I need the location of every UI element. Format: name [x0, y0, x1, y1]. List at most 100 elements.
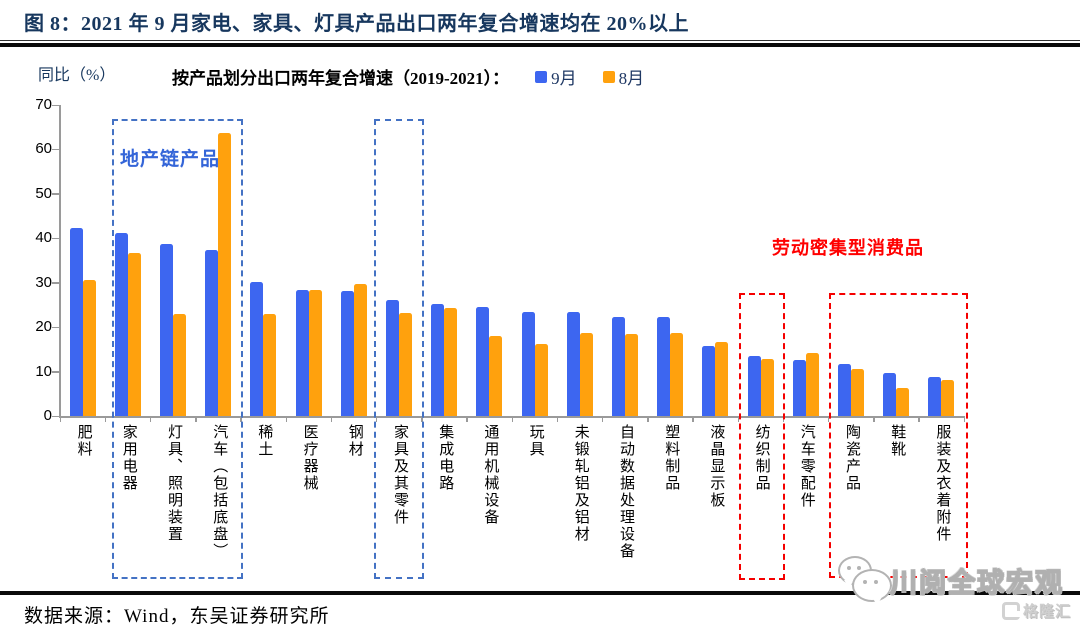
y-tick-mark — [52, 148, 59, 151]
x-tick-mark — [285, 417, 287, 422]
furniture-box — [374, 119, 424, 579]
bar-9月-灯具、照明装置 — [160, 243, 173, 416]
bar-8月-稀土 — [263, 313, 277, 416]
category-label: 医疗器械 — [301, 424, 318, 492]
x-tick-mark — [918, 417, 920, 422]
category-label: 肥料 — [75, 424, 92, 458]
bar-9月-钢材 — [340, 291, 354, 416]
category-label: 液晶显示板 — [708, 424, 725, 509]
category-label: 陶瓷产品 — [844, 424, 860, 492]
x-tick-mark — [737, 417, 739, 422]
chart-subtitle: 按产品划分出口两年复合增速（2019-2021）： — [172, 69, 510, 88]
bar-8月-家具及其零件 — [399, 312, 412, 416]
bar-8月-汽车（包括底盘） — [218, 133, 232, 416]
bar-9月-通用机械设备 — [476, 306, 490, 416]
wechat-icon — [836, 556, 892, 605]
category-label: 服装及衣着附件 — [934, 424, 951, 543]
category-label: 稀土 — [256, 424, 273, 458]
figure-title: 图 8：2021 年 9 月家电、家具、灯具产品出口两年复合增速均在 20%以上 — [24, 13, 689, 35]
bottom-divider — [0, 591, 1080, 595]
bar-9月-塑料制品 — [657, 316, 671, 416]
bar-9月-服装及衣着附件 — [928, 377, 942, 416]
annotation-real-estate-chain: 地产链产品 — [120, 149, 221, 170]
bar-8月-纺织制品 — [760, 359, 774, 416]
category-label: 塑料制品 — [663, 424, 680, 492]
bar-9月-自动数据处理设备 — [612, 316, 625, 416]
bar-9月-液晶显示板 — [702, 345, 716, 416]
y-axis — [59, 105, 61, 417]
legend-label-august: 8月 — [618, 69, 645, 88]
bar-8月-未锻轧铝及铝材 — [579, 333, 593, 416]
y-tick-mark — [52, 193, 59, 195]
bar-9月-玩具 — [521, 312, 535, 416]
x-tick-mark — [692, 417, 694, 422]
gelonghui-g-icon — [1002, 601, 1020, 620]
real-estate-chain-box — [112, 119, 243, 579]
category-label: 玩具 — [527, 424, 544, 458]
bar-8月-汽车零配件 — [805, 352, 819, 416]
x-tick-mark — [827, 417, 830, 422]
x-tick-mark — [59, 417, 61, 422]
y-tick-label: 50 — [35, 184, 52, 202]
x-tick-mark — [556, 417, 559, 422]
y-tick-label: 70 — [35, 96, 52, 113]
y-tick-mark — [52, 371, 59, 373]
bar-8月-陶瓷产品 — [851, 368, 864, 416]
y-tick-label: 60 — [35, 140, 52, 158]
bar-8月-液晶显示板 — [715, 341, 729, 416]
bar-9月-未锻轧铝及铝材 — [566, 312, 580, 416]
bar-8月-集成电路 — [444, 307, 458, 416]
bar-8月-自动数据处理设备 — [625, 333, 638, 416]
bar-8月-钢材 — [353, 283, 367, 416]
bar-8月-鞋靴 — [896, 388, 910, 416]
x-tick-mark — [647, 417, 649, 422]
bar-8月-通用机械设备 — [489, 336, 503, 416]
category-label: 家具及其零件 — [392, 424, 408, 526]
x-axis — [59, 416, 965, 418]
x-tick-mark — [873, 417, 875, 422]
bar-9月-汽车（包括底盘） — [205, 249, 219, 416]
bar-9月-陶瓷产品 — [838, 364, 851, 416]
category-label: 通用机械设备 — [482, 424, 499, 526]
y-tick-label: 0 — [43, 407, 52, 424]
bar-9月-家用电器 — [114, 233, 128, 416]
bar-9月-鞋靴 — [883, 373, 897, 416]
category-label: 灯具、照明装置 — [166, 424, 182, 543]
bar-9月-集成电路 — [431, 304, 445, 416]
y-tick-mark — [52, 282, 59, 284]
y-tick-label: 20 — [35, 318, 52, 336]
textile-box — [739, 293, 785, 580]
y-tick-label: 30 — [35, 273, 52, 291]
x-tick-mark — [104, 417, 107, 422]
title-divider — [0, 40, 1080, 47]
category-label: 鞋靴 — [889, 424, 906, 458]
watermark-wechat-account: 川阅全球宏观 — [889, 567, 1064, 598]
september-swatch-icon — [535, 70, 548, 83]
x-tick-mark — [375, 417, 378, 422]
y-axis-unit-label: 同比（%） — [38, 67, 116, 84]
x-tick-mark — [963, 417, 965, 422]
x-tick-mark — [149, 417, 152, 422]
x-tick-mark — [421, 417, 423, 422]
y-tick-label: 40 — [35, 229, 52, 247]
bar-9月-医疗器械 — [295, 290, 309, 416]
legend-label-september: 9月 — [551, 69, 577, 88]
august-swatch-icon — [602, 70, 615, 83]
data-source: 数据来源：Wind，东吴证券研究所 — [24, 606, 330, 627]
category-label: 自动数据处理设备 — [618, 424, 634, 560]
bar-9月-纺织制品 — [747, 355, 761, 416]
chart-legend: 按产品划分出口两年复合增速（2019-2021）： 9月 8月 — [172, 64, 644, 89]
y-tick-mark — [52, 415, 59, 417]
annotation-labor-intensive: 劳动密集型消费品 — [772, 238, 924, 258]
wechat-bubble-large — [852, 569, 892, 605]
category-label: 钢材 — [346, 424, 363, 458]
bar-8月-塑料制品 — [670, 332, 684, 416]
y-tick-mark — [52, 104, 59, 106]
legend-item-august: 8月 — [602, 64, 645, 89]
bar-9月-肥料 — [69, 227, 83, 416]
x-tick-mark — [601, 417, 604, 422]
gelonghui-logo: 格隆汇 — [1002, 600, 1071, 621]
bar-8月-玩具 — [534, 343, 548, 416]
x-tick-mark — [330, 417, 333, 422]
